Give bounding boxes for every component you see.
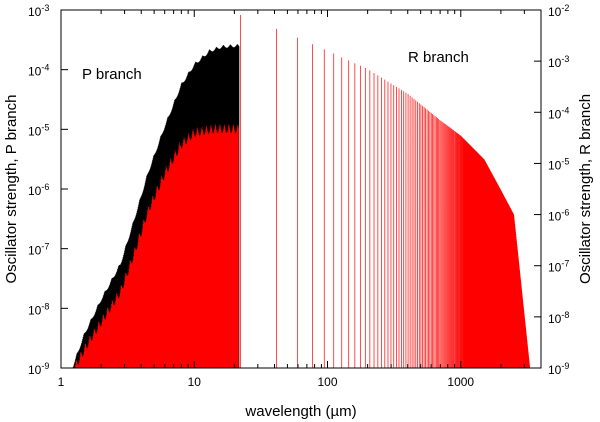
r-branch-annotation: R branch — [408, 49, 469, 66]
y-left-tick-label: 10-4 — [28, 63, 49, 79]
y-right-tick-label: 10-2 — [548, 3, 569, 19]
x-tick-label: 1 — [58, 375, 65, 389]
x-tick-label: 10 — [188, 375, 202, 389]
y-right-tick-label: 10-4 — [548, 105, 569, 121]
y-left-tick-label: 10-9 — [28, 361, 49, 377]
y-axis-title-left: Oscillator strength, P branch — [3, 95, 20, 284]
y-left-tick-label: 10-3 — [28, 3, 49, 19]
y-right-tick-label: 10-5 — [548, 156, 569, 172]
series-r-branch-short — [71, 124, 239, 368]
y-right-tick-label: 10-3 — [548, 54, 569, 70]
x-axis-title: wavelength (µm) — [244, 403, 356, 420]
x-tick-label: 1000 — [447, 375, 474, 389]
y-right-tick-label: 10-8 — [548, 310, 569, 326]
y-left-tick-label: 10-8 — [28, 301, 49, 317]
y-left-tick-label: 10-5 — [28, 122, 49, 138]
y-axis-title-right: Oscillator strength, R branch — [577, 94, 594, 284]
y-right-tick-label: 10-6 — [548, 208, 569, 224]
series-r-branch-long — [240, 14, 531, 368]
p-branch-annotation: P branch — [82, 66, 142, 83]
y-right-tick-label: 10-9 — [548, 361, 569, 377]
y-left-tick-label: 10-6 — [28, 182, 49, 198]
y-right-tick-label: 10-7 — [548, 259, 569, 275]
x-tick-label: 100 — [317, 375, 337, 389]
y-left-tick-label: 10-7 — [28, 242, 49, 258]
